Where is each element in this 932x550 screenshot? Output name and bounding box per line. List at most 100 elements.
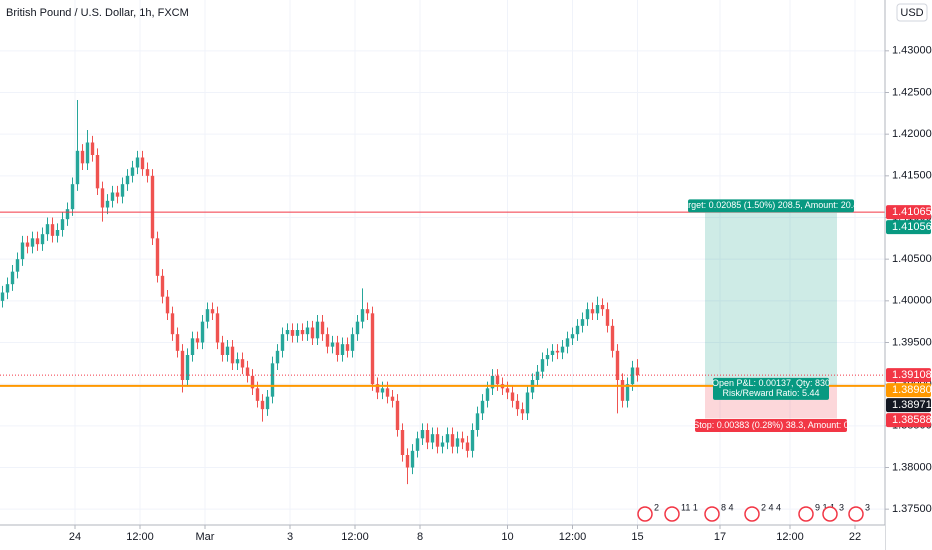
event-icon [822, 506, 838, 522]
x-tick-label: 10 [501, 531, 513, 543]
target-box [688, 199, 854, 213]
price-tag [886, 368, 931, 383]
candle-body [140, 157, 145, 170]
candle-body [150, 175, 155, 239]
candle-body [50, 224, 55, 236]
candle-body [90, 142, 95, 155]
candle-body [435, 434, 440, 447]
candle-body [565, 338, 570, 347]
candle-body [305, 327, 310, 335]
candle-body [245, 367, 250, 376]
candle-body [320, 321, 325, 335]
candle-body [70, 184, 75, 210]
candle-body [460, 438, 465, 443]
candle-body [95, 155, 100, 189]
candle-body [590, 309, 595, 314]
candle-body [400, 430, 405, 455]
candle-body [410, 450, 415, 468]
candle-body [60, 219, 65, 230]
candle-body [310, 327, 315, 339]
candle-body [75, 150, 80, 185]
entry-text: Open P&L: 0.00137, Qty: 830 [712, 378, 830, 388]
stop-text: Stop: 0.00383 (0.28%) 38.3, Amount: 0 [693, 420, 849, 430]
axis-labels: 1.375001.380001.385001.390001.395001.400… [69, 45, 932, 543]
candle-body [220, 342, 225, 355]
candle-body [360, 309, 365, 322]
candle-body [290, 330, 295, 336]
candle-body [145, 169, 150, 176]
candle-body [365, 309, 370, 314]
candle-body [25, 242, 30, 247]
target-text: Target: 0.02085 (1.50%) 208.5, Amount: 2… [679, 200, 864, 210]
candle-body [525, 392, 530, 414]
event-icon [664, 506, 680, 522]
time-axis [0, 525, 885, 550]
y-tick-label: 1.41500 [892, 170, 932, 182]
candles [0, 100, 640, 485]
candle-body [255, 388, 260, 401]
candle-body [180, 350, 185, 380]
price-tag-label: 1.39108 [892, 369, 932, 381]
x-tick-label: 12:00 [126, 531, 154, 543]
candle-body [200, 321, 205, 343]
candle-body [105, 200, 110, 208]
profit-zone [705, 212, 837, 386]
candle-body [620, 380, 625, 401]
candle-body [535, 371, 540, 380]
candle-body [340, 344, 345, 355]
price-tag [886, 205, 931, 220]
candle-body [520, 409, 525, 414]
candle-body [495, 375, 500, 385]
candle-body [595, 305, 600, 314]
candle-body [120, 184, 125, 197]
candle-body [545, 355, 550, 360]
event-count: 2 4 4 [761, 502, 781, 512]
candle-body [155, 238, 160, 276]
candle-body [625, 384, 630, 401]
candle-body [35, 238, 40, 245]
candle-body [480, 400, 485, 414]
overlay: Target: 0.02085 (1.50%) 208.5, Amount: 2… [0, 199, 885, 522]
event-count: 11 1 [681, 502, 698, 512]
candle-body [465, 442, 470, 451]
candle-body [130, 167, 135, 176]
candle-body [370, 313, 375, 385]
price-tag-label: 1.41056 [892, 221, 932, 233]
price-tag [886, 220, 931, 235]
candle-body [215, 313, 220, 343]
event-count: 3 [839, 502, 844, 512]
candle-body [635, 367, 640, 376]
y-tick-label: 1.38000 [892, 461, 932, 473]
price-axis [885, 0, 932, 550]
currency-button[interactable] [896, 3, 928, 22]
candle-body [475, 413, 480, 430]
candle-body [195, 338, 200, 343]
x-tick-label: 12:00 [341, 531, 369, 543]
candle-body [385, 388, 390, 397]
candle-body [250, 375, 255, 389]
candle-body [135, 157, 140, 168]
price-tag-label: 1.38980 [892, 384, 932, 396]
currency-label[interactable]: USD [900, 7, 923, 19]
candle-body [605, 309, 610, 326]
candle-body [125, 175, 130, 185]
candle-body [270, 363, 275, 397]
candle-body [10, 271, 15, 285]
x-tick-label: 12:00 [559, 531, 587, 543]
candle-body [355, 321, 360, 335]
candle-body [65, 209, 70, 220]
candle-body [390, 396, 395, 401]
event-count: 8 4 [721, 502, 734, 512]
candle-body [345, 344, 350, 351]
candle-body [555, 350, 560, 353]
candle-body [375, 384, 380, 393]
y-tick-label: 1.42500 [892, 86, 932, 98]
candle-body [600, 305, 605, 310]
candle-body [455, 438, 460, 447]
x-tick-label: 3 [287, 531, 293, 543]
price-tag-label: 1.38588 [892, 414, 932, 426]
x-tick-label: 12:00 [776, 531, 804, 543]
candle-body [230, 346, 235, 364]
